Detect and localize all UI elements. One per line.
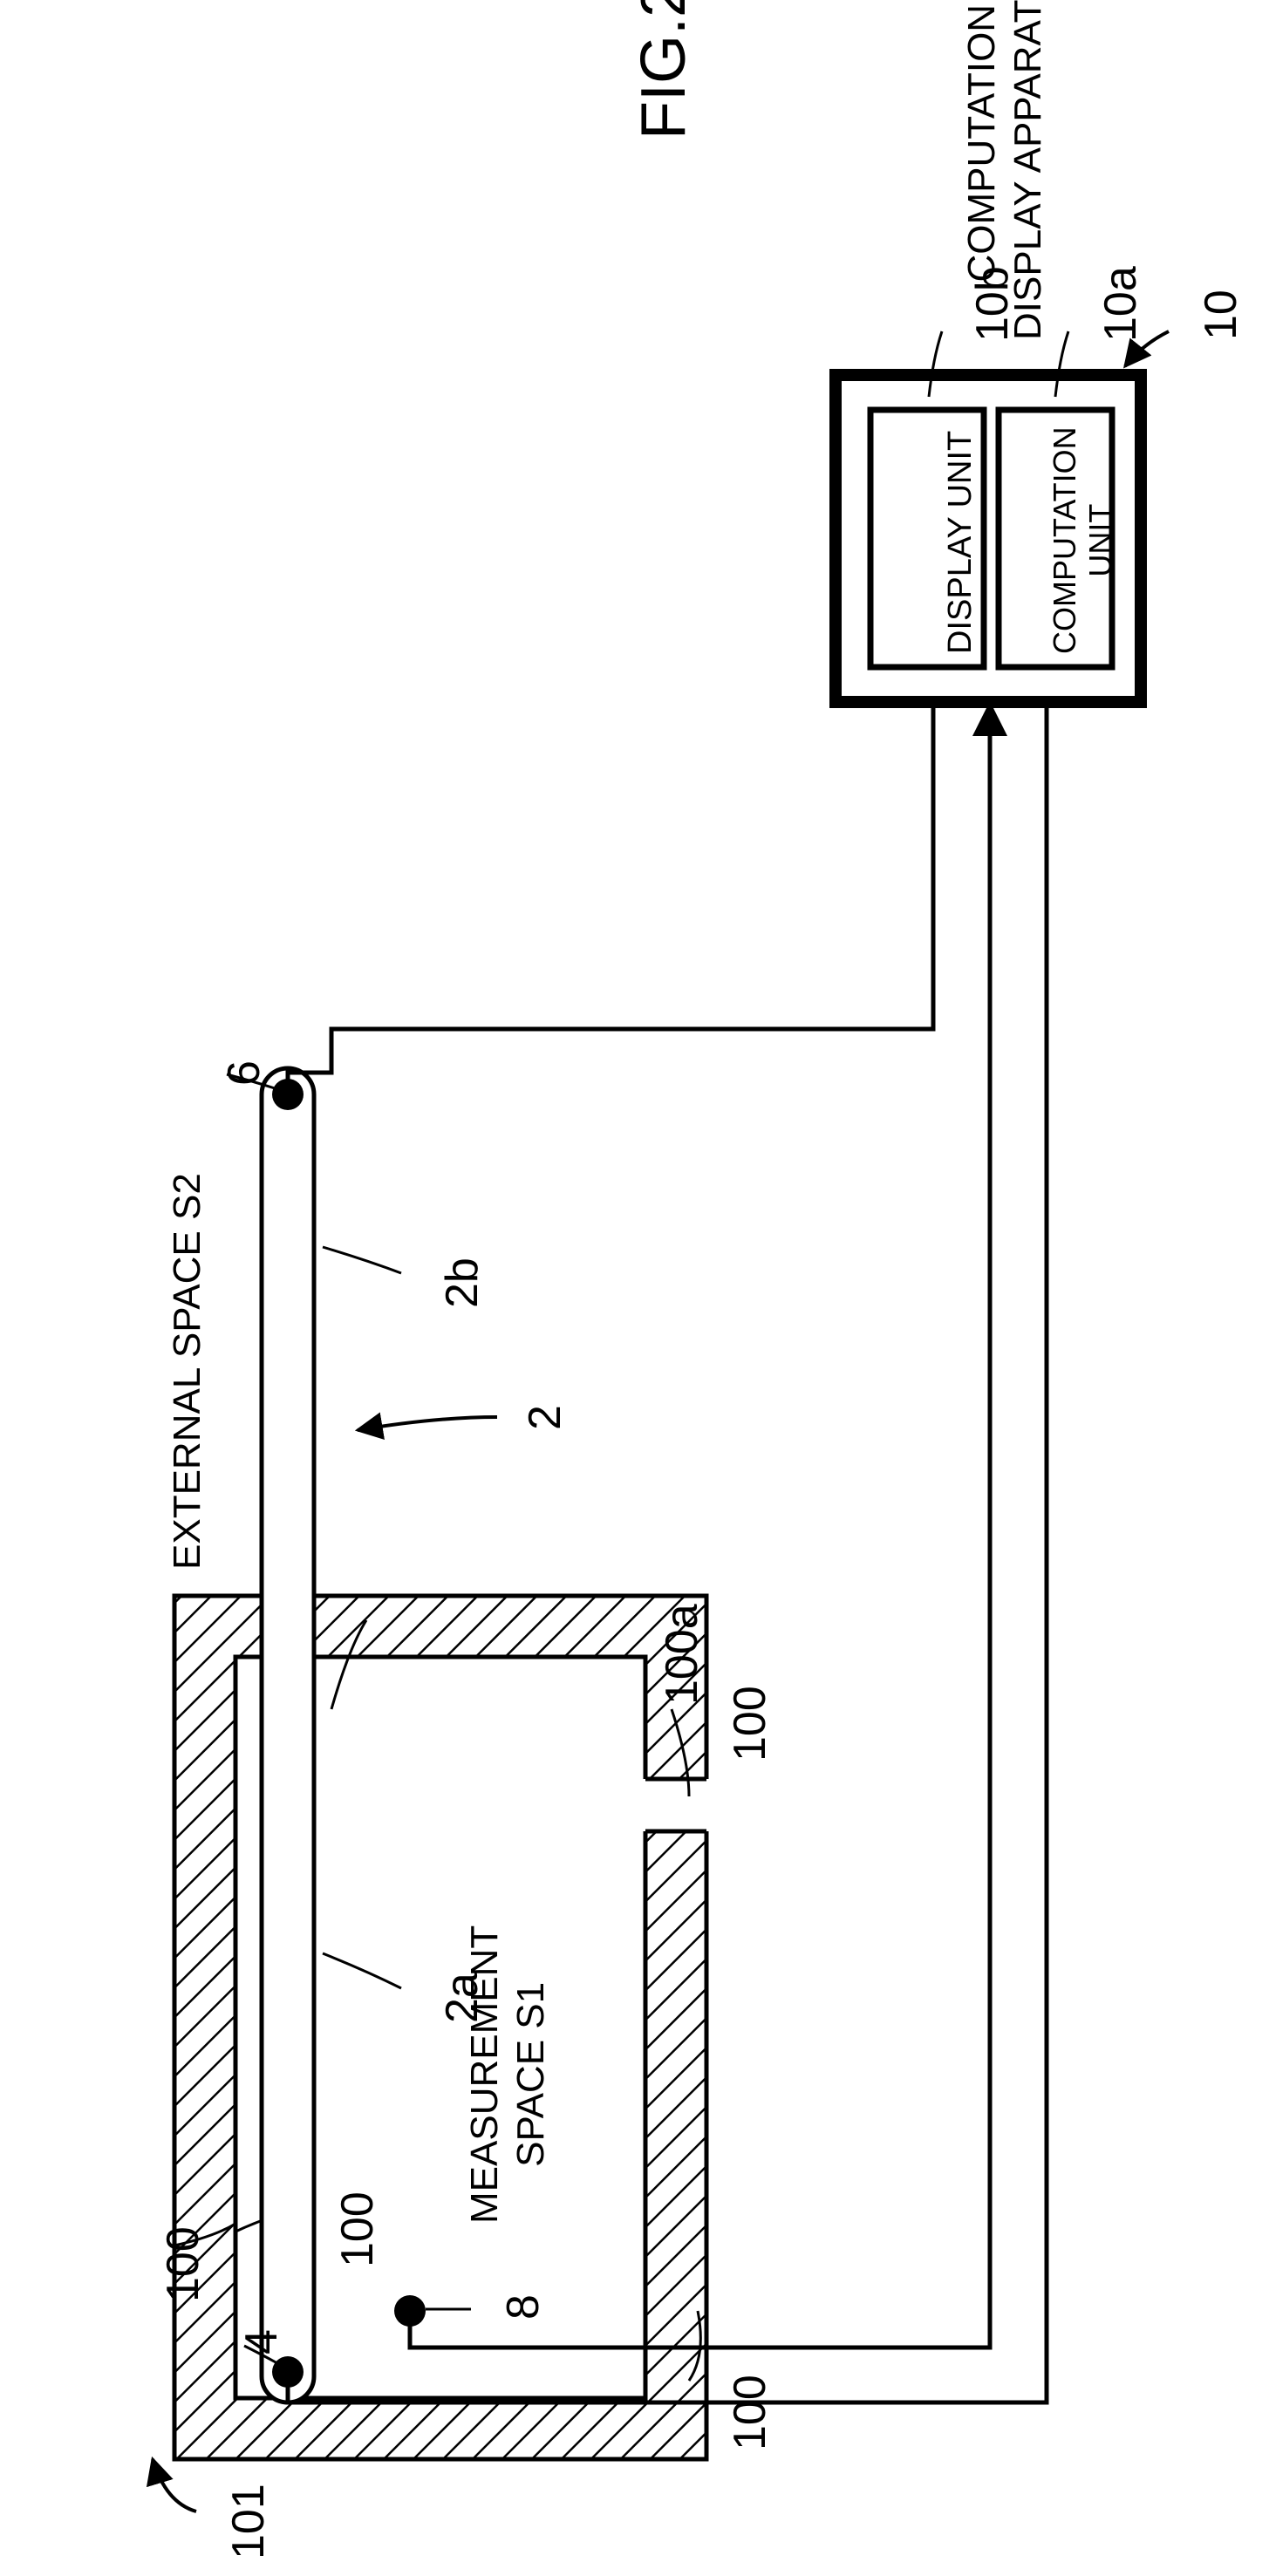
measurement-space-label: MEASUREMENT SPACE S1 bbox=[462, 1925, 555, 2224]
ref-10-text: 10 bbox=[1195, 290, 1247, 340]
display-unit-label: DISPLAY UNIT bbox=[942, 431, 979, 654]
ref-4-text: 4 bbox=[235, 2329, 288, 2355]
ref-10a-text: 10a bbox=[1095, 266, 1147, 342]
apparatus-label: COMPUTATION DISPLAY APPARATUS bbox=[959, 0, 1052, 340]
ref-2a-leader bbox=[323, 1953, 401, 1988]
ref-6-text: 6 bbox=[218, 1060, 270, 1086]
computation-unit-label: COMPUTATION UNIT bbox=[1047, 426, 1119, 654]
ref-100-t: 100 bbox=[157, 2226, 209, 2302]
ref-101 bbox=[153, 2459, 196, 2511]
external-space-label: EXTERNAL SPACE S2 bbox=[166, 1173, 209, 1570]
ref-2-arrow bbox=[358, 1417, 497, 1430]
ref-8-text: 8 bbox=[497, 2294, 549, 2320]
ref-100-r: 100 bbox=[724, 2375, 776, 2450]
ref-100-up: 100 bbox=[724, 1686, 776, 1762]
ref-2b-text: 2b bbox=[436, 1257, 488, 1308]
ref-2b-leader bbox=[323, 1247, 401, 1273]
diagram-page: FIG.2 bbox=[0, 0, 1269, 2576]
probe bbox=[262, 1068, 314, 2402]
ref-2-text: 2 bbox=[519, 1405, 571, 1430]
ref-100-tl: 100 bbox=[331, 2191, 384, 2267]
ref-101-text: 101 bbox=[222, 2484, 275, 2559]
ref-100a-text: 100a bbox=[656, 1604, 708, 1705]
